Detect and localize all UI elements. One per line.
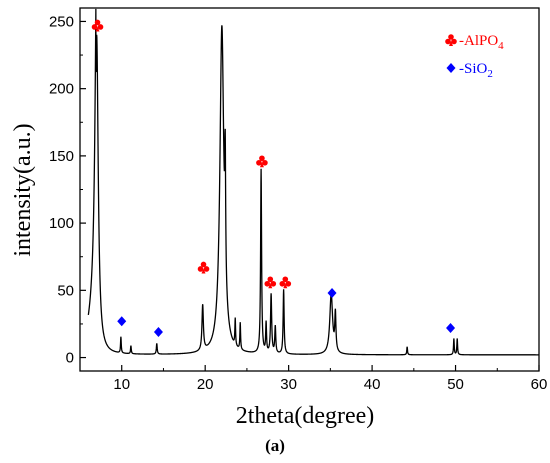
legend-club-icon: [445, 34, 457, 46]
x-tick-label: 30: [280, 376, 297, 393]
alpo4-club-marker-stem: [283, 283, 288, 289]
legend-label: -AlPO4: [459, 33, 504, 52]
xrd-pattern-line: [87, 8, 539, 356]
y-tick-label: 150: [49, 148, 74, 165]
legend-club-icon-leaf: [451, 38, 457, 45]
series-group: [87, 8, 539, 356]
alpo4-club-marker-stem: [95, 26, 100, 32]
x-tick-label: 50: [447, 376, 464, 393]
x-tick-label: 20: [197, 376, 214, 393]
legend-club-icon-stem: [449, 41, 453, 46]
y-tick-labels: 0 50 100 150 200 250: [49, 13, 74, 366]
figure-caption: (a): [265, 436, 285, 455]
x-tick-label: 60: [531, 376, 548, 393]
y-tick-label: 250: [49, 13, 74, 30]
sio2-diamond-marker: [117, 316, 127, 327]
legend-diamond-icon: [446, 63, 456, 73]
alpo4-club-marker-leaf: [94, 19, 101, 26]
alpo4-club-marker: [256, 155, 268, 168]
alpo4-club-marker: [279, 276, 292, 289]
alpo4-club-marker-leaf: [267, 276, 274, 283]
y-tick-label: 200: [49, 81, 74, 98]
alpo4-club-marker-leaf: [256, 159, 262, 166]
alpo4-club-marker-leaf: [259, 155, 265, 162]
alpo4-club-marker-leaf: [279, 280, 286, 287]
x-tick-label: 10: [113, 376, 130, 393]
legend-club-icon-leaf: [445, 38, 451, 45]
alpo4-club-marker-leaf: [285, 280, 292, 287]
legend-club-icon-leaf: [448, 34, 454, 40]
alpo4-club-marker-stem: [259, 162, 264, 168]
legend-label-text: -AlPO: [459, 33, 498, 49]
alpo4-club-marker-stem: [201, 268, 206, 274]
alpo4-club-marker-leaf: [197, 266, 204, 272]
alpo4-club-marker-leaf: [91, 24, 98, 30]
x-axis-title: 2theta(degree): [236, 403, 375, 429]
legend-label-text: -SiO: [459, 61, 488, 77]
alpo4-club-marker-stem: [268, 283, 273, 289]
alpo4-club-marker-leaf: [264, 280, 271, 287]
legend-label-subscript: 4: [498, 40, 504, 52]
alpo4-club-marker: [91, 19, 104, 32]
x-tick-labels: 10 20 30 40 50 60: [113, 376, 547, 393]
alpo4-club-marker-leaf: [282, 276, 289, 283]
y-axis-title: intensity(a.u.): [10, 123, 36, 256]
legend-label-subscript: 2: [487, 68, 493, 80]
axis-ticks: [80, 20, 540, 371]
alpo4-club-marker: [264, 276, 277, 289]
alpo4-club-marker-leaf: [97, 24, 104, 30]
alpo4-club-marker-leaf: [270, 280, 277, 287]
alpo4-club-marker-leaf: [200, 261, 207, 268]
alpo4-club-marker-leaf: [262, 159, 268, 166]
y-tick-label: 100: [49, 215, 74, 232]
sio2-diamond-marker: [446, 322, 456, 333]
legend-label: -SiO2: [459, 61, 493, 80]
peak-markers: [91, 19, 456, 338]
legend: -AlPO4 -SiO2: [445, 33, 504, 80]
y-tick-label: 50: [57, 282, 74, 299]
x-tick-label: 40: [364, 376, 381, 393]
y-tick-label: 0: [66, 350, 74, 367]
alpo4-club-marker-leaf: [203, 266, 210, 272]
alpo4-club-marker: [197, 261, 210, 274]
sio2-diamond-marker: [327, 288, 337, 299]
sio2-diamond-marker: [153, 327, 163, 338]
